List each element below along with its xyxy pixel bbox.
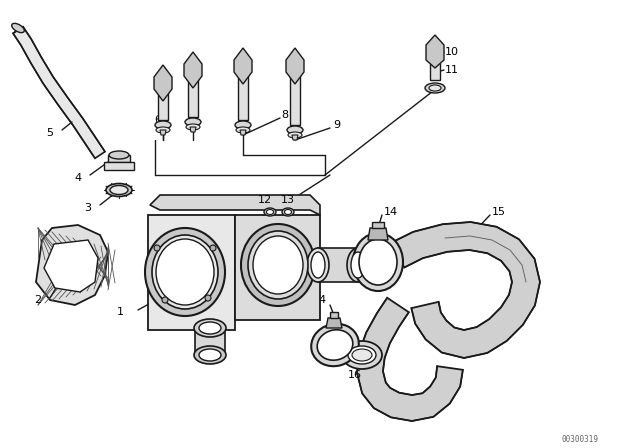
Ellipse shape xyxy=(199,322,221,334)
Ellipse shape xyxy=(353,233,403,291)
Polygon shape xyxy=(160,130,166,135)
Polygon shape xyxy=(392,222,540,358)
Polygon shape xyxy=(104,162,134,170)
Polygon shape xyxy=(13,27,105,158)
Polygon shape xyxy=(235,215,320,320)
Ellipse shape xyxy=(110,185,128,194)
Ellipse shape xyxy=(317,330,353,360)
Text: 00300319: 00300319 xyxy=(561,435,598,444)
Polygon shape xyxy=(44,240,98,292)
Polygon shape xyxy=(326,318,342,328)
Ellipse shape xyxy=(154,245,160,251)
Ellipse shape xyxy=(425,83,445,93)
Polygon shape xyxy=(148,215,235,330)
Text: 8: 8 xyxy=(282,110,289,120)
Ellipse shape xyxy=(347,248,369,282)
Ellipse shape xyxy=(186,124,200,130)
Polygon shape xyxy=(240,130,246,135)
Text: 3: 3 xyxy=(84,203,92,213)
Polygon shape xyxy=(154,65,172,101)
Text: 9: 9 xyxy=(333,120,340,130)
Ellipse shape xyxy=(266,210,273,215)
Ellipse shape xyxy=(348,346,376,364)
Text: 2: 2 xyxy=(35,295,42,305)
Polygon shape xyxy=(13,27,23,33)
Ellipse shape xyxy=(311,252,325,278)
Ellipse shape xyxy=(106,184,132,197)
Ellipse shape xyxy=(205,295,211,301)
Text: 1: 1 xyxy=(116,307,124,317)
Ellipse shape xyxy=(253,236,303,294)
Text: 5: 5 xyxy=(47,128,54,138)
Ellipse shape xyxy=(241,224,315,306)
Ellipse shape xyxy=(156,239,214,305)
Ellipse shape xyxy=(352,349,372,361)
Text: 16: 16 xyxy=(348,370,362,380)
Ellipse shape xyxy=(235,121,251,129)
Ellipse shape xyxy=(185,118,201,126)
Polygon shape xyxy=(368,228,388,240)
Text: 14: 14 xyxy=(313,295,327,305)
Ellipse shape xyxy=(145,228,225,316)
Ellipse shape xyxy=(152,235,218,309)
Text: 15: 15 xyxy=(492,207,506,217)
Polygon shape xyxy=(357,298,463,421)
Polygon shape xyxy=(158,80,168,120)
Text: 14: 14 xyxy=(384,207,398,217)
Ellipse shape xyxy=(264,208,276,216)
Ellipse shape xyxy=(307,248,329,282)
Text: 10: 10 xyxy=(445,47,459,57)
Ellipse shape xyxy=(199,349,221,361)
Polygon shape xyxy=(290,63,300,125)
Ellipse shape xyxy=(282,208,294,216)
Ellipse shape xyxy=(162,297,168,303)
Polygon shape xyxy=(330,312,338,318)
Text: 7: 7 xyxy=(189,113,196,123)
Polygon shape xyxy=(318,248,358,282)
Text: 13: 13 xyxy=(281,195,295,205)
Ellipse shape xyxy=(359,239,397,285)
Ellipse shape xyxy=(351,252,365,278)
Ellipse shape xyxy=(311,324,359,366)
Polygon shape xyxy=(430,60,440,80)
Polygon shape xyxy=(238,63,248,120)
Polygon shape xyxy=(426,35,444,68)
Ellipse shape xyxy=(288,132,302,138)
Polygon shape xyxy=(292,135,298,140)
Ellipse shape xyxy=(287,126,303,134)
Text: 4: 4 xyxy=(74,173,81,183)
Polygon shape xyxy=(150,195,320,215)
Ellipse shape xyxy=(236,127,250,133)
Ellipse shape xyxy=(155,121,171,129)
Ellipse shape xyxy=(210,245,216,251)
Polygon shape xyxy=(36,225,108,305)
Text: 11: 11 xyxy=(445,65,459,75)
Ellipse shape xyxy=(194,319,226,337)
Polygon shape xyxy=(190,127,196,132)
Polygon shape xyxy=(195,328,225,355)
Polygon shape xyxy=(234,48,252,84)
Ellipse shape xyxy=(248,231,308,299)
Ellipse shape xyxy=(156,127,170,133)
Text: 6: 6 xyxy=(154,115,161,125)
Polygon shape xyxy=(372,222,384,228)
Ellipse shape xyxy=(429,85,441,91)
Ellipse shape xyxy=(109,151,129,159)
Polygon shape xyxy=(108,155,130,162)
Text: 12: 12 xyxy=(258,195,272,205)
Ellipse shape xyxy=(285,210,291,215)
Ellipse shape xyxy=(194,346,226,364)
Polygon shape xyxy=(286,48,304,84)
Ellipse shape xyxy=(12,23,24,33)
Polygon shape xyxy=(184,52,202,88)
Ellipse shape xyxy=(342,341,382,369)
Polygon shape xyxy=(188,67,198,117)
